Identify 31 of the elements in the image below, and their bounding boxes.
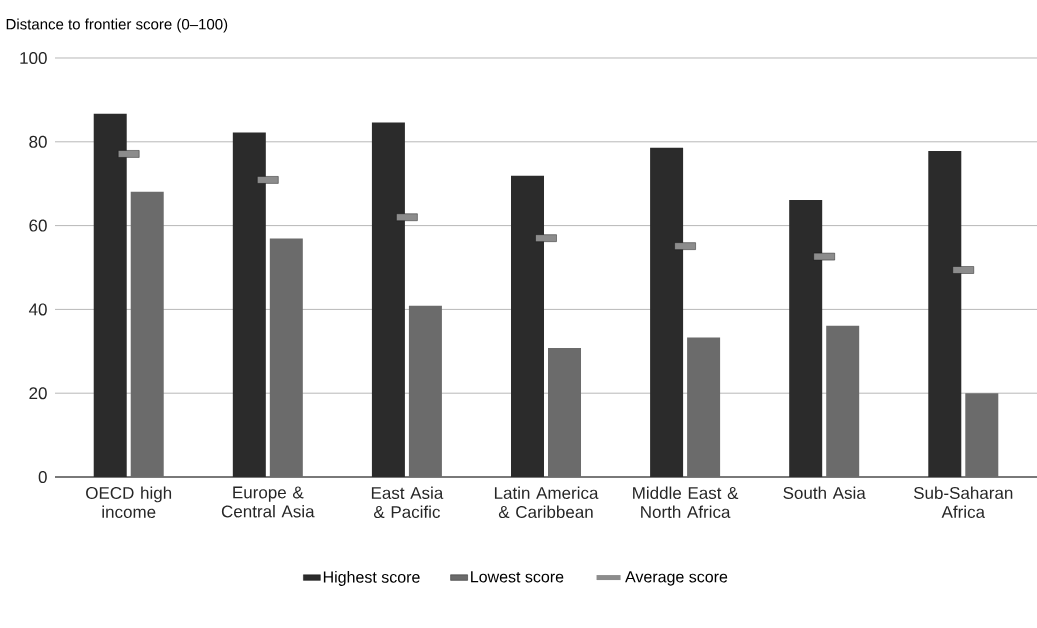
bar: [269, 238, 303, 477]
bar: [408, 305, 442, 477]
bar: [548, 347, 582, 477]
bar: [93, 113, 127, 477]
x-tick-label: OECD high income: [86, 486, 172, 519]
y-tick-label: 0: [38, 470, 47, 484]
bar: [928, 151, 962, 477]
x-tick-label: Sub-Saharan Africa: [913, 486, 1013, 519]
bar: [371, 122, 405, 477]
bar: [826, 325, 860, 477]
bar: [965, 393, 999, 477]
x-tick-label: Europe & Central Asia: [221, 486, 315, 518]
bar: [232, 132, 266, 477]
legend-label: Highest score: [323, 571, 420, 586]
y-axis-title: Distance to frontier score (0–100): [6, 18, 228, 33]
legend-label: Lowest score: [471, 571, 564, 583]
x-tick-label: South Asia: [783, 486, 866, 500]
y-tick-label: 60: [29, 219, 47, 232]
bar: [511, 175, 544, 477]
bar: [687, 337, 721, 477]
bar: [650, 147, 684, 477]
legend-label: Average score: [625, 571, 728, 586]
bar: [130, 191, 164, 477]
y-tick-label: 40: [28, 303, 47, 316]
y-tick-label: 80: [29, 135, 47, 148]
x-tick-label: East Asia & Pacific: [371, 486, 444, 519]
y-tick-label: 20: [29, 387, 47, 400]
y-tick-label: 100: [20, 51, 47, 65]
x-tick-label: Middle East & North Africa: [633, 486, 739, 519]
x-tick-label: Latin America & Caribbean: [494, 486, 599, 519]
bar: [789, 200, 823, 477]
